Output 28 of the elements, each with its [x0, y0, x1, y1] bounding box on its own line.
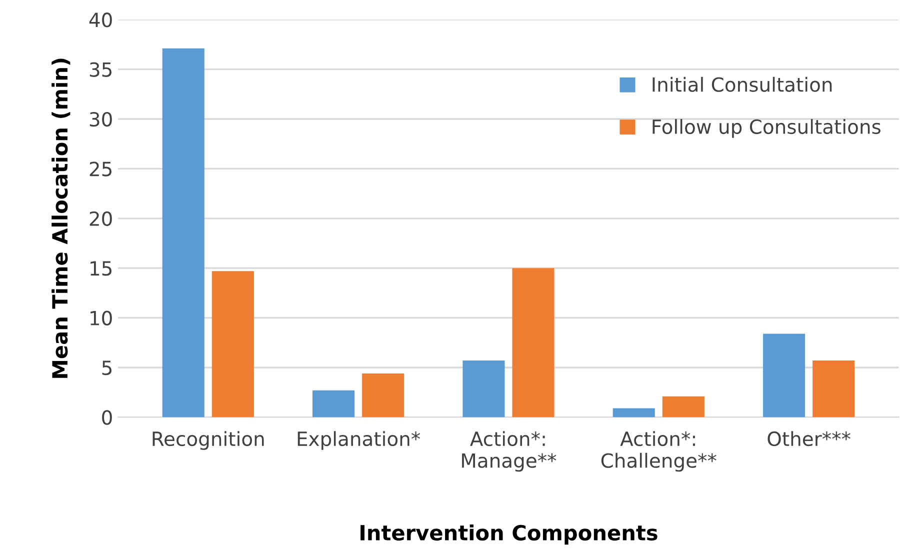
y-axis-title: Mean Time Allocation (min) — [52, 58, 70, 378]
y-tick-label: 5 — [102, 360, 112, 376]
bar — [212, 271, 254, 418]
bar — [312, 390, 355, 418]
y-tick-label: 35 — [90, 62, 112, 77]
bar — [662, 396, 704, 418]
y-tick-label: 0 — [102, 410, 112, 425]
bar — [362, 373, 404, 418]
x-tick-label: Action*: Manage** — [462, 431, 556, 472]
y-tick-label: 40 — [89, 12, 112, 28]
y-tick-label: 10 — [90, 310, 112, 326]
legend-label: Follow up Consultations — [652, 119, 880, 138]
bar — [162, 48, 204, 418]
bar — [612, 408, 655, 418]
bar — [512, 268, 554, 418]
x-tick-label: Other*** — [768, 431, 850, 446]
bar — [763, 334, 806, 418]
bar — [462, 360, 505, 418]
x-tick-label: Explanation* — [298, 431, 420, 450]
bar — [812, 360, 855, 418]
x-axis-title: Intervention Components — [360, 524, 658, 545]
legend-label: Initial Consultation — [652, 76, 832, 92]
x-tick-label: Recognition — [152, 431, 264, 450]
y-tick-label: 30 — [90, 112, 112, 127]
y-tick-label: 25 — [90, 162, 112, 176]
x-tick-label: Action*: Challenge** — [601, 431, 716, 472]
y-tick-label: 20 — [90, 211, 112, 226]
y-tick-label: 15 — [90, 261, 112, 276]
